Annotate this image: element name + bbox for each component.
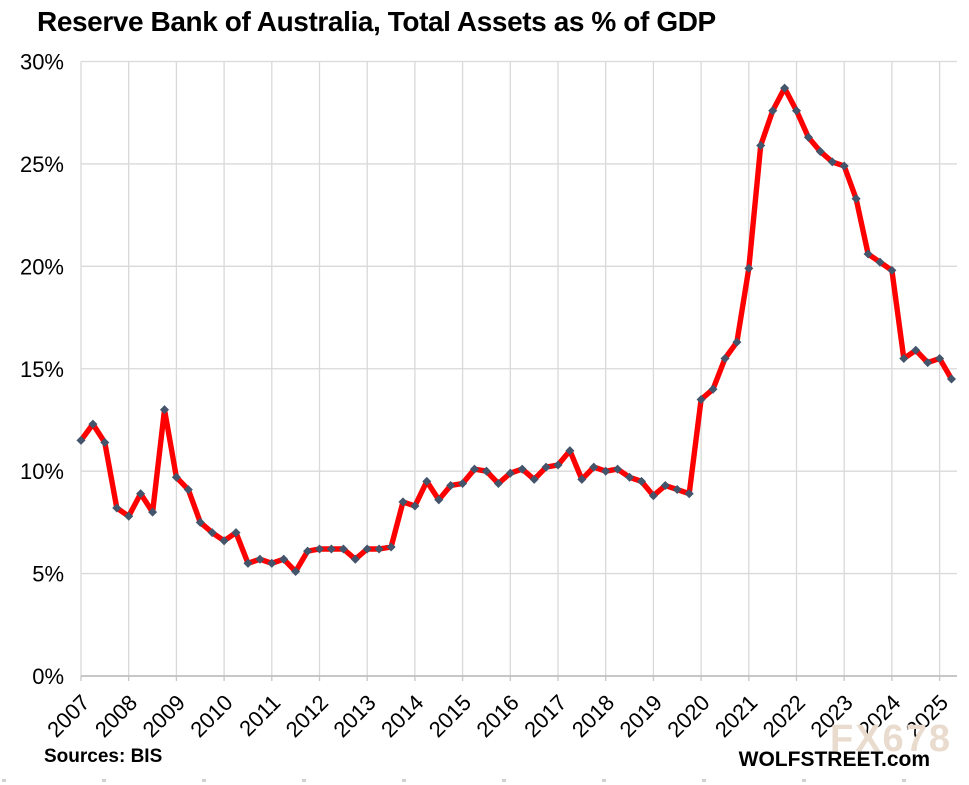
y-tick-label: 15% bbox=[20, 357, 64, 382]
x-tick-label: 2008 bbox=[90, 690, 142, 742]
x-tick-label: 2021 bbox=[710, 690, 762, 742]
data-point-marker bbox=[863, 249, 873, 259]
watermark-fx678: FX678 bbox=[830, 718, 952, 760]
data-point-marker bbox=[171, 472, 181, 482]
data-point-marker bbox=[386, 542, 396, 552]
data-point-marker bbox=[529, 474, 539, 484]
data-point-marker bbox=[636, 476, 647, 486]
data-point-marker bbox=[887, 265, 897, 275]
y-tick-label: 25% bbox=[20, 152, 64, 177]
y-tick-label: 20% bbox=[20, 254, 64, 279]
wolfstreet-label: WOLFSTREET.com bbox=[738, 748, 930, 771]
data-point-marker bbox=[231, 528, 241, 538]
bottom-dotted-divider bbox=[2, 779, 967, 782]
data-point-marker bbox=[219, 536, 229, 546]
x-tick-label: 2019 bbox=[615, 690, 667, 742]
x-tick-label: 2017 bbox=[519, 690, 571, 742]
data-point-marker bbox=[851, 194, 861, 204]
data-point-marker bbox=[696, 394, 706, 405]
data-point-marker bbox=[935, 353, 945, 364]
data-point-marker bbox=[88, 419, 98, 429]
data-point-marker bbox=[326, 544, 336, 554]
y-tick-label: 5% bbox=[32, 562, 64, 587]
x-tick-label: 2014 bbox=[376, 690, 428, 742]
data-point-marker bbox=[159, 405, 170, 415]
data-point-marker bbox=[314, 544, 325, 554]
data-point-marker bbox=[136, 489, 146, 499]
data-point-marker bbox=[291, 566, 301, 577]
x-tick-label: 2016 bbox=[472, 690, 524, 742]
y-tick-label: 0% bbox=[32, 664, 64, 689]
x-tick-label: 2009 bbox=[138, 690, 190, 742]
data-point-marker bbox=[303, 546, 313, 556]
data-point-marker bbox=[744, 263, 754, 273]
data-point-marker bbox=[613, 464, 623, 474]
data-point-marker bbox=[541, 462, 551, 472]
y-tick-label: 30% bbox=[20, 50, 64, 75]
data-line bbox=[78, 85, 955, 575]
data-point-marker bbox=[625, 472, 635, 482]
x-tick-label: 2015 bbox=[424, 690, 476, 742]
data-point-marker bbox=[183, 485, 193, 495]
data-point-marker bbox=[207, 528, 217, 538]
data-point-marker bbox=[279, 554, 289, 564]
x-tick-label: 2011 bbox=[234, 690, 285, 741]
x-tick-label: 2012 bbox=[281, 690, 333, 742]
data-point-marker bbox=[112, 503, 122, 513]
y-tick-label: 10% bbox=[20, 459, 64, 484]
sources-label: Sources: BIS bbox=[44, 746, 163, 767]
x-tick-label: 2007 bbox=[42, 690, 94, 742]
data-point-marker bbox=[362, 544, 372, 554]
data-point-marker bbox=[76, 435, 86, 445]
data-point-marker bbox=[911, 345, 921, 355]
data-point-marker bbox=[100, 437, 110, 448]
x-tick-label: 2018 bbox=[567, 690, 619, 742]
data-point-marker bbox=[780, 83, 790, 93]
x-tick-label: 2010 bbox=[185, 690, 237, 742]
x-tick-label: 2022 bbox=[758, 690, 810, 742]
chart-title: Reserve Bank of Australia, Total Assets … bbox=[37, 6, 716, 37]
x-tick-label: 2013 bbox=[328, 690, 380, 742]
x-tick-label: 2020 bbox=[662, 690, 714, 742]
data-point-marker bbox=[577, 474, 587, 484]
data-point-marker bbox=[374, 544, 384, 554]
